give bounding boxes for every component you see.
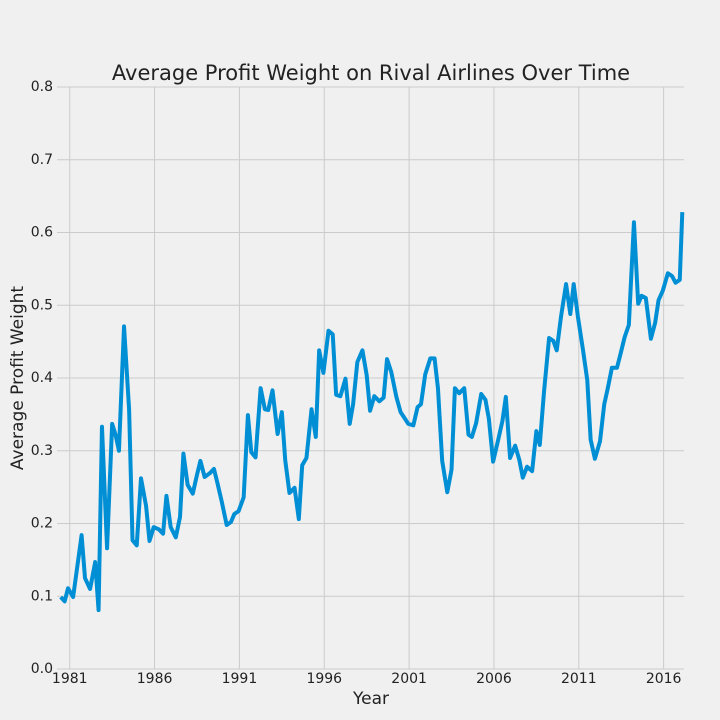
y-tick-label: 0.1 [31,588,53,604]
x-tick-label: 2016 [646,671,682,687]
x-tick-label: 2011 [561,671,597,687]
y-axis-label: Average Profit Weight [8,286,28,471]
x-tick-label: 1986 [137,671,173,687]
x-tick-label: 2006 [476,671,512,687]
grid [57,86,684,670]
x-tick-label: 1991 [222,671,258,687]
x-tick-label: 1996 [306,671,342,687]
y-tick-label: 0.8 [31,79,53,95]
x-tick-label: 1981 [52,671,88,687]
x-tick-label: 2001 [391,671,427,687]
y-tick-label: 0.0 [31,661,53,677]
y-tick-label: 0.5 [31,297,53,313]
y-tick-label: 0.3 [31,443,53,459]
data-line [59,212,685,613]
y-tick-label: 0.6 [31,225,53,241]
y-tick-label: 0.4 [31,370,53,386]
y-tick-label: 0.2 [31,516,53,532]
y-tick-label: 0.7 [31,152,53,168]
x-axis-label: Year [352,689,389,709]
chart-title: Average Profit Weight on Rival Airlines … [112,61,630,85]
